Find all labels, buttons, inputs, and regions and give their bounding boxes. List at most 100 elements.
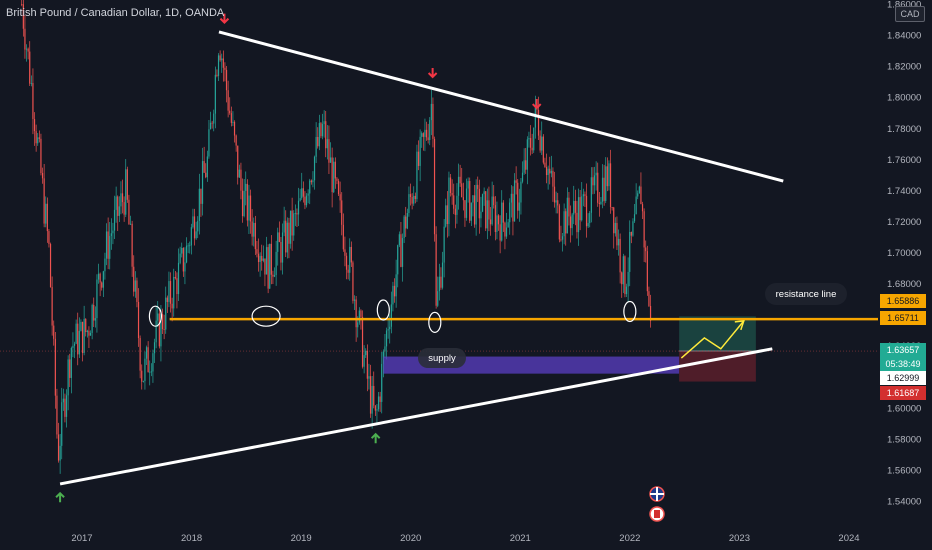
candle-body bbox=[547, 168, 549, 176]
x-tick-label: 2022 bbox=[619, 533, 640, 544]
price-badge bbox=[880, 294, 926, 308]
candle-body bbox=[261, 255, 263, 261]
candle-body bbox=[542, 136, 544, 163]
candle-body bbox=[291, 210, 293, 236]
candle-body bbox=[605, 166, 607, 201]
touch-circle bbox=[376, 299, 390, 321]
candle-body bbox=[430, 103, 432, 121]
candle-body bbox=[597, 172, 599, 203]
candle-body bbox=[355, 299, 357, 328]
candle-body bbox=[449, 177, 452, 193]
candle-body bbox=[216, 74, 218, 76]
time-axis[interactable]: 2017 2018 2019 2020 2021 2022 2023 2024 bbox=[71, 533, 859, 544]
candle-body bbox=[192, 216, 194, 228]
candle-body bbox=[304, 196, 306, 206]
candle-body bbox=[331, 157, 333, 193]
candle-body bbox=[41, 173, 44, 179]
candle-body bbox=[349, 246, 351, 273]
candle-body bbox=[593, 175, 596, 186]
candle-body bbox=[469, 181, 471, 221]
candle-body bbox=[136, 280, 138, 302]
candle-body bbox=[565, 211, 567, 234]
candle-body bbox=[403, 216, 405, 239]
candle-body bbox=[457, 176, 460, 196]
candle-body bbox=[184, 262, 186, 272]
candle-body bbox=[173, 276, 175, 309]
candle-body bbox=[80, 321, 82, 331]
x-tick-label: 2018 bbox=[181, 533, 202, 544]
up-arrow bbox=[370, 432, 381, 444]
candle-body bbox=[585, 195, 588, 227]
candle-body bbox=[616, 222, 618, 246]
candle-body bbox=[201, 161, 204, 204]
candle-body bbox=[648, 291, 650, 306]
candle-body bbox=[376, 409, 378, 411]
candle-body bbox=[613, 207, 615, 234]
stop-zone bbox=[679, 350, 756, 382]
down-arrow bbox=[427, 67, 438, 79]
candle-body bbox=[384, 346, 386, 352]
candle-body bbox=[481, 194, 484, 212]
candle-body bbox=[598, 202, 600, 205]
candle-body bbox=[27, 48, 29, 52]
candle-body bbox=[483, 191, 485, 195]
candle-body bbox=[227, 90, 229, 111]
candle-body bbox=[150, 371, 152, 373]
candle-body bbox=[96, 279, 98, 319]
candle-body bbox=[606, 166, 608, 187]
candle-body bbox=[515, 180, 517, 183]
candle-body bbox=[541, 136, 543, 151]
currency-button[interactable]: CAD bbox=[895, 6, 925, 22]
candle-body bbox=[245, 183, 247, 191]
candle-body bbox=[329, 157, 332, 163]
candle-body bbox=[357, 322, 359, 328]
candle-body bbox=[187, 245, 189, 247]
x-tick-label: 2021 bbox=[510, 533, 531, 544]
candle-body bbox=[414, 195, 416, 200]
candle-body bbox=[179, 253, 181, 263]
candle-body bbox=[40, 138, 42, 174]
candle-body bbox=[641, 204, 644, 212]
candle-body bbox=[99, 273, 101, 283]
candle-body bbox=[43, 178, 45, 224]
candle-body bbox=[419, 136, 421, 166]
candle-body bbox=[581, 196, 583, 221]
candle-body bbox=[513, 180, 516, 222]
candle-body bbox=[320, 123, 322, 137]
projection-arrowhead bbox=[734, 319, 745, 331]
candle-body bbox=[424, 129, 426, 137]
candle-body bbox=[489, 219, 492, 225]
candle-body bbox=[208, 129, 210, 157]
candle-body bbox=[224, 67, 226, 70]
candle-body bbox=[222, 58, 224, 68]
candle-body bbox=[301, 188, 303, 199]
candle-body bbox=[45, 203, 47, 224]
candle-body bbox=[480, 211, 482, 219]
candle-body bbox=[141, 370, 143, 382]
candle-body bbox=[333, 161, 335, 193]
candle-body bbox=[29, 51, 31, 84]
candle-body bbox=[22, 4, 24, 29]
price-badge bbox=[880, 343, 926, 357]
event-icons[interactable] bbox=[649, 486, 665, 522]
candle-body bbox=[497, 215, 500, 225]
candle-body bbox=[142, 381, 144, 382]
candle-body bbox=[144, 358, 146, 382]
touch-circle bbox=[428, 311, 442, 333]
price-badge-label: 1.63657 bbox=[887, 345, 920, 355]
candle-body bbox=[429, 120, 431, 141]
candle-body bbox=[584, 194, 586, 196]
resistance-label: resistance line bbox=[765, 283, 847, 305]
candle-body bbox=[182, 247, 184, 272]
candle-body bbox=[360, 310, 362, 317]
candle-body bbox=[427, 137, 429, 141]
candle-body bbox=[361, 316, 364, 367]
candle-body bbox=[302, 188, 304, 197]
candle-body bbox=[464, 200, 466, 218]
candle-body bbox=[339, 194, 341, 201]
candle-body bbox=[337, 180, 340, 195]
candle-body bbox=[59, 445, 61, 461]
candle-body bbox=[555, 200, 557, 203]
